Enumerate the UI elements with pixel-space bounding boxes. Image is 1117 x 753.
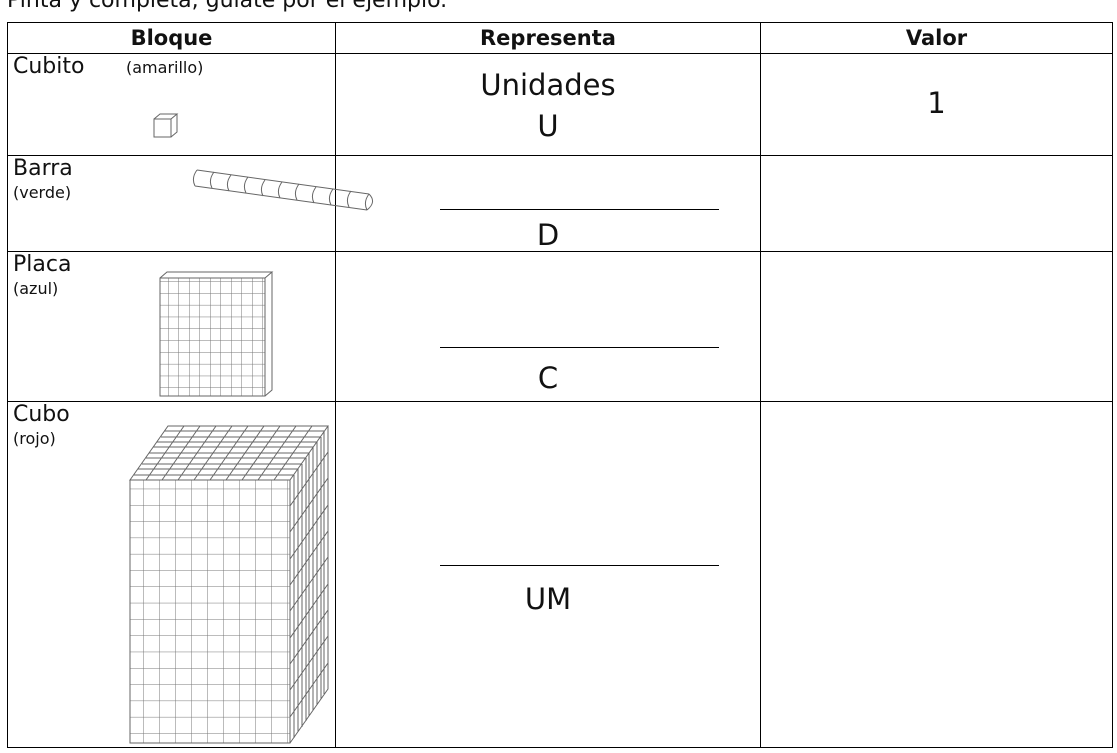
answer-line [440, 209, 719, 210]
symbol: UM [524, 582, 572, 616]
value-cell [760, 401, 1113, 748]
block-color: (azul) [13, 279, 59, 298]
row: Barra (verde) D [7, 155, 1113, 252]
value-cell: 1 [760, 53, 1113, 156]
value-cell [760, 251, 1113, 402]
symbol: D [536, 218, 560, 252]
block-name: Placa [13, 252, 72, 277]
instruction: Pinta y completa, guíate por el ejemplo. [7, 0, 448, 13]
block-cell: Cubito (amarillo) [7, 53, 336, 156]
block-cell: Placa (azul) [7, 251, 336, 402]
value-cell [760, 155, 1113, 252]
header-cell: Bloque [7, 22, 336, 54]
block-name: Cubito [13, 54, 85, 79]
header-cell: Valor [760, 22, 1113, 54]
row: Cubito (amarillo) Unidades U 1 [7, 53, 1113, 156]
represent-cell: C [335, 251, 761, 402]
symbol: C [537, 361, 559, 395]
represent-cell: D [335, 155, 761, 252]
block-color: (amarillo) [126, 58, 204, 77]
blocks-table: Bloque Representa Valor Cubito (amarillo… [7, 22, 1113, 748]
value: 1 [927, 86, 946, 120]
hundred-plate [159, 271, 274, 397]
ten-bar [192, 169, 373, 211]
header-row: Bloque Representa Valor [7, 22, 1113, 54]
block-cell: Cubo (rojo) [7, 401, 336, 748]
row: Placa (azul) C [7, 251, 1113, 402]
represent-cell: Unidades U [335, 53, 761, 156]
header-cell: Representa [335, 22, 761, 54]
block-name: Barra [13, 156, 73, 181]
unit-cube [153, 113, 179, 138]
block-color: (rojo) [13, 429, 56, 448]
answer-line [440, 347, 719, 348]
row: Cubo (rojo) UM [7, 401, 1113, 748]
thousand-cube [129, 425, 329, 744]
block-cell: Barra (verde) [7, 155, 373, 252]
block-name: Cubo [13, 402, 70, 427]
represents: Unidades [480, 68, 616, 102]
represent-cell: UM [335, 401, 761, 748]
block-color: (verde) [13, 183, 72, 202]
answer-line [440, 565, 719, 566]
symbol: U [537, 109, 559, 143]
